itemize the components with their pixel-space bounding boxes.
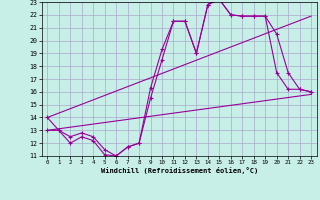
X-axis label: Windchill (Refroidissement éolien,°C): Windchill (Refroidissement éolien,°C) — [100, 167, 258, 174]
